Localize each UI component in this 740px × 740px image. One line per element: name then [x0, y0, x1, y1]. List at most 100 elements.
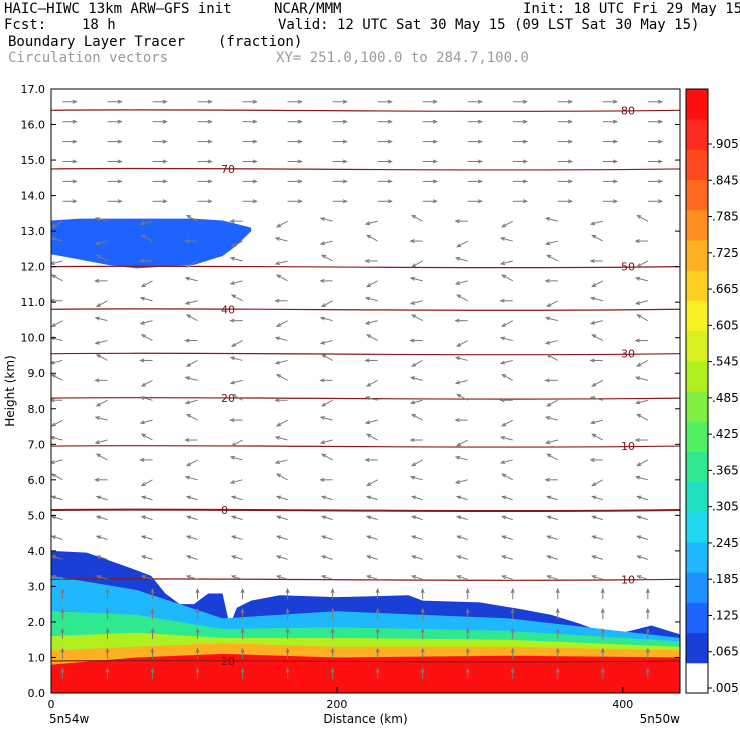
vector-arrow [186, 214, 198, 222]
contour-label: 40 [221, 303, 235, 316]
vector-arrowhead [410, 575, 417, 580]
vector-arrowhead [330, 667, 335, 673]
vector-arrowhead [410, 555, 417, 560]
vector-arrow [51, 320, 63, 327]
colorbar-swatch [686, 391, 708, 422]
vector-arrowhead [230, 535, 237, 540]
vector-arrowhead [51, 555, 56, 560]
vector-arrow [141, 479, 153, 487]
vector-arrow [186, 555, 198, 560]
vector-arrowhead [634, 300, 641, 305]
vector-arrowhead [544, 477, 550, 482]
vector-arrowhead [297, 199, 303, 204]
vector-arrow [501, 274, 513, 282]
vector-arrowhead [229, 281, 235, 285]
vector-arrow [186, 575, 198, 580]
vector-arrowhead [207, 179, 213, 184]
contour-label: 80 [621, 104, 635, 117]
vector-arrowhead [297, 119, 303, 124]
vector-arrowhead [51, 274, 56, 279]
vector-arrow [366, 379, 378, 387]
vector-arrow [546, 439, 558, 444]
vector-arrowhead [150, 667, 155, 673]
vector-arrow [637, 214, 649, 222]
vector-arrowhead [207, 139, 213, 144]
vector-arrowhead [410, 535, 417, 540]
vector-arrowhead [510, 627, 515, 633]
vector-arrow [637, 515, 648, 521]
vector-arrow [51, 535, 63, 540]
vector-arrowhead [51, 535, 56, 540]
vector-arrowhead [285, 627, 290, 633]
vector-arrow [546, 317, 558, 322]
vector-arrowhead [162, 119, 168, 124]
plot-area: 20 10 0 10 20 30 40 50 70 80 [51, 99, 680, 693]
vector-arrowhead [522, 99, 529, 104]
vector-arrow [231, 394, 243, 401]
x-tick-label: 400 [612, 698, 633, 711]
vector-arrow [276, 575, 288, 580]
vector-arrow [51, 359, 63, 364]
vector-arrowhead [591, 382, 597, 387]
vector-arrowhead [320, 555, 327, 560]
vector-arrow [500, 436, 513, 441]
y-tick-label: 14.0 [21, 190, 46, 203]
vector-arrowhead [432, 119, 438, 124]
contour-label: 20 [221, 655, 235, 668]
vector-arrowhead [184, 438, 190, 443]
axes: 0.0 1.0 2.0 3.0 4.0 5.0 6.0 7.0 8.0 9.0 10.0 11.0 12… [3, 83, 681, 726]
vector-arrow [501, 473, 513, 481]
vector-arrowhead [319, 378, 325, 383]
y-tick-label: 3.0 [28, 580, 46, 593]
vector-arrow [276, 515, 288, 521]
vector-arrow [320, 240, 333, 245]
vector-arrow [320, 340, 333, 345]
vector-arrowhead [95, 254, 101, 259]
vector-arrowhead [364, 258, 370, 263]
vector-arrowhead [612, 119, 619, 124]
vector-arrowhead [636, 314, 642, 319]
vector-arrowhead [230, 243, 237, 248]
vector-arrow [501, 419, 513, 427]
vector-arrowhead [139, 396, 145, 401]
vector-arrowhead [297, 159, 303, 164]
temperature-contour [51, 397, 680, 400]
vector-arrowhead [275, 322, 282, 328]
vector-arrowhead [501, 495, 507, 500]
vector-arrowhead [499, 261, 506, 266]
colorbar-swatch [686, 89, 708, 120]
vector-arrow [231, 575, 243, 580]
vector-arrowhead [185, 413, 192, 418]
vector-arrowhead [297, 139, 303, 144]
vector-arrow [320, 217, 333, 222]
vector-arrowhead [387, 179, 393, 184]
vector-arrow [411, 413, 423, 421]
vector-arrowhead [207, 119, 213, 124]
vector-arrow [636, 277, 648, 282]
vector-arrowhead [51, 223, 56, 228]
vector-arrowhead [95, 354, 101, 359]
vector-arrowhead [320, 495, 327, 500]
vector-arrowhead [432, 159, 438, 164]
vector-arrowhead [387, 199, 393, 204]
vector-arrowhead [645, 607, 650, 613]
contour-label: 30 [621, 348, 635, 361]
vector-arrowhead [636, 575, 642, 580]
vector-arrow [51, 274, 63, 282]
plot-frame [50, 88, 681, 694]
vector-arrow [275, 260, 288, 265]
y-tick-label: 10.0 [21, 332, 46, 345]
vector-arrowhead [140, 575, 147, 580]
y-tick-label: 2.0 [28, 616, 46, 629]
vector-arrowhead [387, 119, 393, 124]
vector-arrow [186, 535, 198, 540]
vector-arrowhead [162, 199, 168, 204]
colorbar-swatch [686, 511, 708, 543]
vector-arrowhead [456, 294, 462, 299]
vector-arrow [140, 220, 153, 225]
vector-arrow [95, 240, 108, 245]
vector-arrowhead [51, 237, 55, 241]
vector-arrowhead [184, 276, 190, 281]
vector-arrowhead [195, 667, 200, 673]
vector-arrowhead [589, 420, 596, 425]
